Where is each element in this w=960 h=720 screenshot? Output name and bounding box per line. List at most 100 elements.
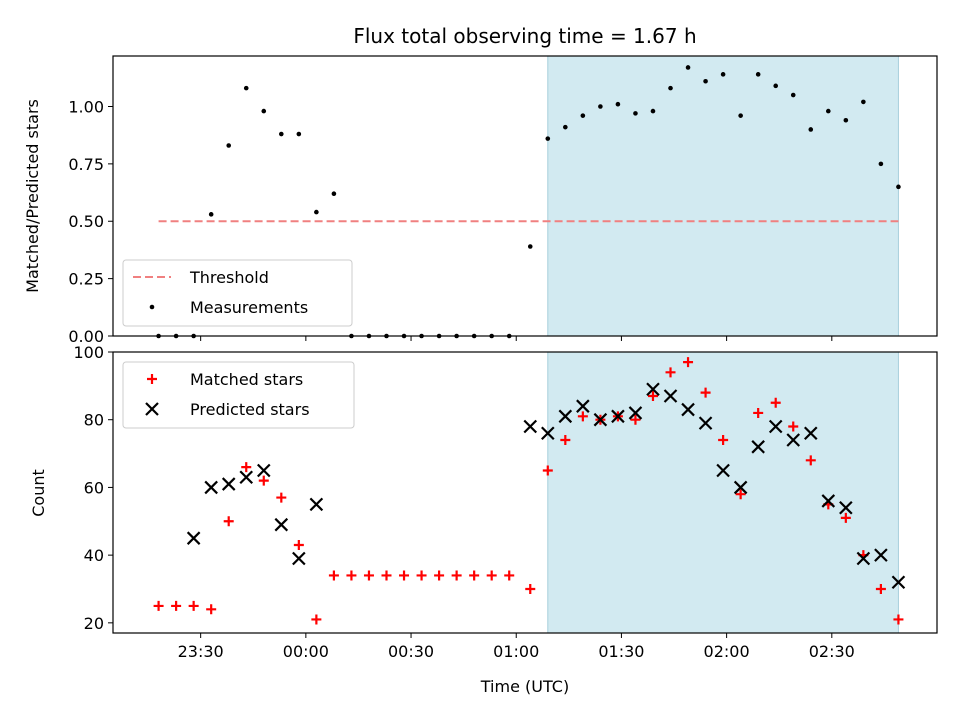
bottom-panel: 20 40 60 80 100 23:30 00:00 00:30 01:00 01:30 02:0… — [73, 343, 938, 661]
x-axis-label: Time (UTC) — [480, 677, 569, 696]
bottom-series-0-point-36 — [788, 421, 799, 432]
top-series-0-point-22 — [545, 136, 551, 141]
bottom-series-1-point-11 — [576, 399, 590, 413]
top-series-0-point-32 — [720, 72, 726, 77]
bottom-series-0-point-7 — [276, 492, 287, 503]
bottom-ytick-label-2: 60 — [84, 478, 104, 497]
bottom-shaded-span — [547, 351, 899, 634]
top-series-0-point-37 — [808, 127, 814, 132]
bottom-series-1-point-14 — [628, 406, 643, 420]
bottom-series-0-point-15 — [416, 570, 427, 581]
top-legend-box — [122, 259, 353, 327]
bottom-series-0-point-19 — [486, 570, 497, 581]
bottom-series-1-point-28 — [874, 548, 888, 562]
bottom-series-0-point-20 — [504, 570, 515, 581]
bottom-series-0-point-5 — [241, 462, 252, 473]
bottom-series-1-point-18 — [698, 416, 713, 430]
bottom-series-0-point-8 — [293, 539, 304, 550]
bottom-series-1-point-6 — [292, 551, 306, 566]
top-series-0-point-10 — [331, 191, 337, 197]
bottom-series-1-point-22 — [768, 419, 783, 434]
top-panel: 0.00 0.25 0.50 0.75 1.00 Threshold Measurement… — [68, 55, 938, 346]
top-ytick-label-4: 1.00 — [68, 97, 104, 116]
top-series-0-point-34 — [755, 72, 761, 77]
xtick-label-1: 00:00 — [283, 642, 329, 661]
bottom-ytick-label-0: 20 — [84, 614, 104, 633]
bottom-legend-box — [122, 361, 355, 429]
xtick-label-0: 23:30 — [178, 642, 224, 661]
top-ytick-label-0: 0.00 — [68, 327, 104, 346]
bottom-series-1-point-17 — [681, 402, 695, 417]
legend-predicted-label: Predicted stars — [190, 400, 310, 419]
bottom-series-1-point-1 — [204, 480, 218, 495]
bottom-series-1-point-25 — [821, 494, 836, 508]
bottom-series-0-point-13 — [381, 570, 392, 581]
top-series-0-point-9 — [314, 209, 319, 215]
top-legend: Threshold Measurements — [122, 259, 353, 327]
legend-measurements-swatch — [149, 304, 155, 310]
bottom-series-1-point-13 — [611, 409, 625, 424]
bottom-series-0-point-3 — [206, 604, 217, 615]
bottom-series-1-point-7 — [309, 497, 324, 512]
bottom-series-0-point-37 — [805, 455, 816, 466]
top-series-0-point-35 — [773, 83, 779, 89]
bottom-series-0-point-10 — [328, 570, 339, 581]
xtick-label-5: 02:00 — [704, 642, 750, 661]
top-series-0-point-27 — [633, 111, 638, 116]
bottom-series-0-point-31 — [700, 387, 711, 398]
top-series-0-point-23 — [563, 124, 568, 130]
top-series-0-point-3 — [208, 212, 214, 217]
bottom-series-0-point-21 — [525, 583, 536, 594]
bottom-series-0-point-12 — [363, 570, 374, 581]
top-series-0-point-7 — [279, 131, 284, 137]
bottom-series-0-point-4 — [223, 516, 234, 527]
top-shaded-span — [547, 55, 899, 337]
bottom-series-1-point-3 — [239, 470, 254, 485]
bottom-series-0-point-28 — [647, 391, 658, 402]
bottom-series-0-point-42 — [893, 614, 904, 625]
legend-matched-swatch — [147, 374, 157, 384]
top-series-0-point-6 — [261, 108, 267, 114]
bottom-series-1-point-10 — [558, 409, 573, 424]
top-series-0-point-33 — [738, 113, 743, 118]
bottom-legend: Matched stars Predicted stars — [122, 361, 355, 429]
bottom-series-0-point-34 — [753, 407, 764, 418]
bottom-series-1-point-27 — [856, 551, 871, 566]
top-series-0-point-40 — [861, 99, 866, 105]
top-series-0-point-29 — [668, 85, 673, 91]
legend-matched-label: Matched stars — [190, 370, 303, 389]
bottom-series-1-point-4 — [256, 463, 271, 478]
legend-measurements-label: Measurements — [190, 298, 308, 317]
xtick-label-2: 00:30 — [388, 642, 434, 661]
top-series-0-point-24 — [580, 113, 586, 118]
bottom-series-1-point-8 — [523, 419, 538, 434]
top-series-0-point-26 — [615, 101, 621, 107]
bottom-series-1-point-29 — [891, 575, 906, 589]
bottom-y-axis-label: Count — [29, 469, 48, 517]
top-series-0-point-31 — [703, 78, 708, 84]
bottom-series-1-point-9 — [541, 426, 555, 441]
bottom-series-0-point-18 — [469, 570, 480, 581]
top-series-0-point-4 — [226, 143, 232, 148]
top-series-0-point-42 — [896, 184, 901, 190]
bottom-series-1-point-15 — [646, 382, 660, 397]
top-series-0-point-41 — [878, 161, 884, 167]
top-series-0-point-36 — [790, 92, 796, 98]
bottom-series-1-point-23 — [786, 433, 801, 447]
bottom-series-0-point-11 — [346, 570, 357, 581]
bottom-series-1-point-2 — [221, 477, 236, 491]
bottom-series-0-point-24 — [577, 411, 588, 422]
bottom-series-0-point-9 — [311, 614, 322, 625]
bottom-series-1-point-24 — [803, 426, 818, 441]
bottom-series-0-point-41 — [875, 583, 886, 594]
bottom-series-0-point-1 — [171, 600, 182, 611]
bottom-series-0-point-39 — [840, 512, 851, 523]
bottom-series-1-point-20 — [733, 480, 748, 495]
xtick-label-3: 01:00 — [493, 642, 539, 661]
top-series-0-point-28 — [650, 108, 656, 114]
bottom-ytick-label-3: 80 — [84, 411, 104, 430]
top-series-0-point-30 — [685, 65, 691, 70]
bottom-series-0-point-2 — [188, 600, 199, 611]
bottom-ytick-label-4: 100 — [73, 343, 104, 362]
bottom-series-0-point-30 — [683, 357, 694, 368]
